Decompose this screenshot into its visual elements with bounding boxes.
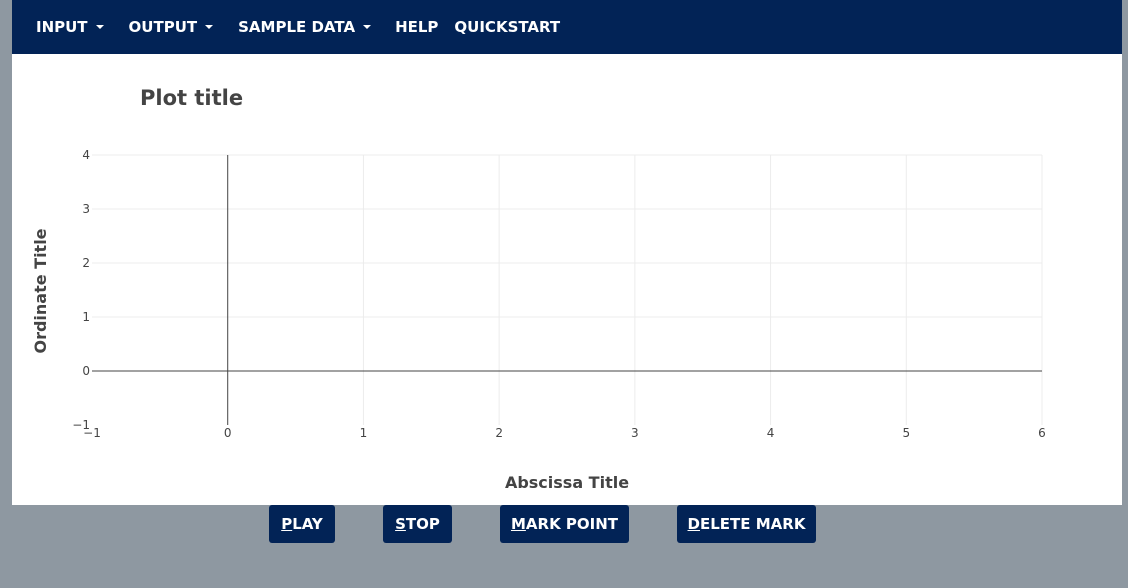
- app-panel: INPUT OUTPUT SAMPLE DATA HELP QUICKSTART…: [12, 0, 1122, 505]
- grid-layer: [92, 154, 1043, 425]
- nav-quickstart-link[interactable]: QUICKSTART: [454, 18, 560, 36]
- caret-down-icon: [205, 25, 214, 29]
- nav-sample-data-label: SAMPLE DATA: [238, 18, 356, 36]
- x-tick-label: 4: [767, 426, 775, 440]
- stop-label: TOP: [405, 515, 440, 533]
- y-tick-label: 3: [82, 202, 90, 216]
- x-axis-title: Abscissa Title: [505, 473, 629, 492]
- x-tick-label: 1: [360, 426, 368, 440]
- navbar: INPUT OUTPUT SAMPLE DATA HELP QUICKSTART: [12, 0, 1122, 54]
- x-tick-label: 2: [495, 426, 503, 440]
- stop-button[interactable]: S TOP: [383, 505, 452, 543]
- y-tick-label: 2: [82, 256, 90, 270]
- y-axis-title: Ordinate Title: [31, 228, 50, 353]
- nav-input-label: INPUT: [36, 18, 88, 36]
- delete-mark-button[interactable]: D ELETE MARK: [677, 505, 816, 543]
- play-button[interactable]: P LAY: [269, 505, 335, 543]
- x-tick-label: 6: [1038, 426, 1046, 440]
- y-tick-label: 0: [82, 364, 90, 378]
- nav-quickstart-label: QUICKSTART: [454, 18, 561, 36]
- nav-help-label: HELP: [395, 18, 439, 36]
- chart-svg[interactable]: −1 0 1 2 3 4 5 6 −1 0 1 2 3 4 Abscissa Title Ordinate…: [12, 54, 1122, 505]
- y-tick-label: 1: [82, 310, 90, 324]
- play-accel-key: P: [281, 515, 293, 533]
- delete-mark-accel-key: D: [687, 515, 700, 533]
- x-tick-label: −1: [83, 426, 101, 440]
- caret-down-icon: [95, 25, 104, 29]
- caret-down-icon: [363, 25, 372, 29]
- mark-point-label: ARK POINT: [525, 515, 619, 533]
- x-tick-label: 0: [224, 426, 232, 440]
- axis-layer: [92, 155, 1042, 425]
- y-tick-label: −1: [72, 418, 90, 432]
- y-tick-label: 4: [82, 148, 90, 162]
- x-tick-label: 5: [902, 426, 910, 440]
- x-tick-label: 3: [631, 426, 639, 440]
- nav-sample-data-menu[interactable]: SAMPLE DATA: [238, 18, 372, 36]
- play-label: LAY: [292, 515, 323, 533]
- nav-input-menu[interactable]: INPUT: [36, 18, 104, 36]
- playback-controls: P LAY S TOP M ARK POINT D ELETE MARK: [0, 505, 1128, 588]
- plot-title: Plot title: [140, 86, 244, 110]
- mark-point-button[interactable]: M ARK POINT: [500, 505, 629, 543]
- tick-layer: −1 0 1 2 3 4 5 6 −1 0 1 2 3 4: [72, 148, 1046, 440]
- mark-point-accel-key: M: [510, 515, 526, 533]
- plot-area[interactable]: −1 0 1 2 3 4 5 6 −1 0 1 2 3 4 Abscissa Title Ordinate…: [12, 54, 1122, 505]
- nav-output-menu[interactable]: OUTPUT: [129, 18, 214, 36]
- delete-mark-label: ELETE MARK: [699, 515, 806, 533]
- nav-help-link[interactable]: HELP: [395, 18, 438, 36]
- stop-accel-key: S: [395, 515, 406, 533]
- nav-output-label: OUTPUT: [128, 18, 198, 36]
